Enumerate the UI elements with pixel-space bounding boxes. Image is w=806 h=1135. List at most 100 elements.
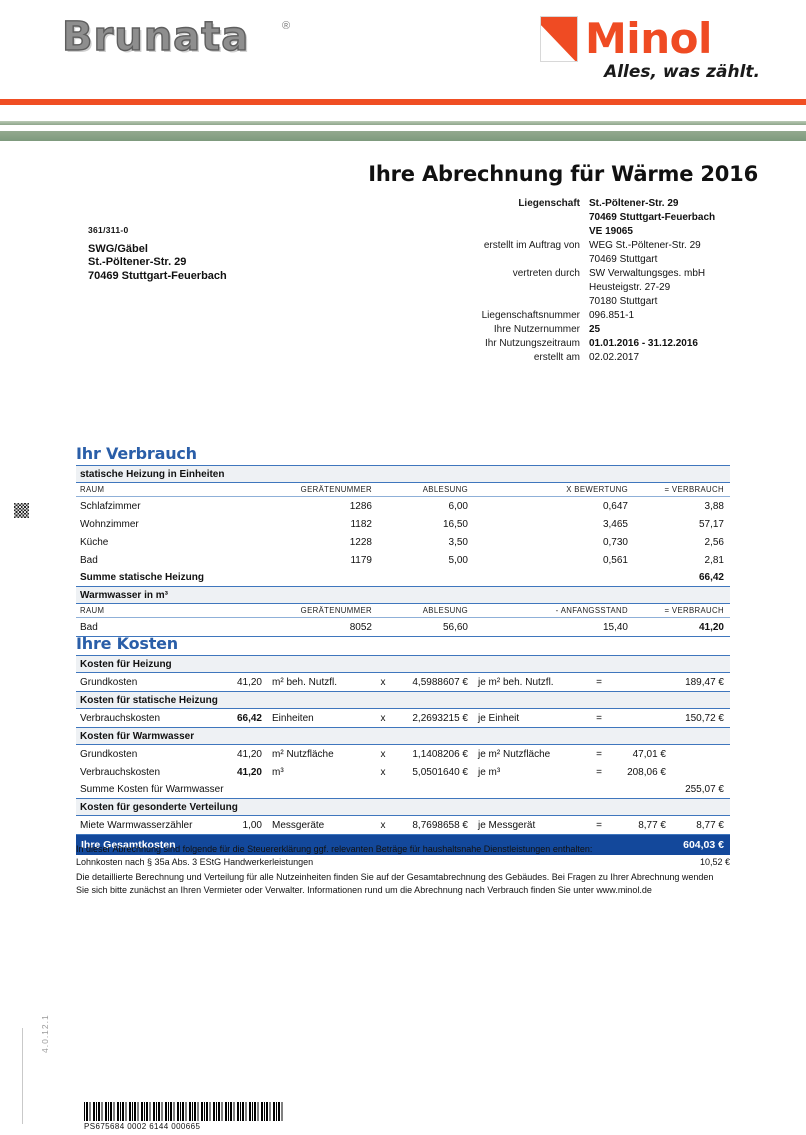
cell-operator: x [380, 748, 386, 760]
recipient-street: St.-Pöltener-Str. 29 [88, 256, 187, 268]
column-header: ABLESUNG [378, 482, 474, 497]
recipient-reference: 361/311-0 [88, 225, 129, 235]
cell-rate-unit: je m² beh. Nutzfl. [474, 672, 584, 692]
meta-row: VE 19065 [430, 225, 770, 239]
table-group-header: statische Heizung in Einheiten [76, 465, 730, 483]
cell-operator: x [368, 672, 394, 692]
footnote-tax-value: 10,52 € [699, 856, 730, 867]
document-version-mark: 4.0.12.1 [40, 1014, 50, 1053]
cell-geraetenummer: 1182 [350, 518, 372, 530]
meta-value: St.-Pöltener-Str. 29 [589, 198, 679, 209]
meta-value: 02.02.2017 [589, 352, 640, 363]
cell-unit: Messgeräte [268, 815, 368, 835]
cell-operator: x [368, 815, 394, 835]
sum-value: 66,42 [634, 569, 730, 587]
meta-value: 096.851-1 [589, 310, 635, 321]
column-header: = VERBRAUCH [634, 603, 730, 618]
column-header: - ANFANGSSTAND [474, 603, 634, 618]
group-label: Warmwasser in m³ [76, 586, 730, 604]
table-row: Miete Warmwasserzähler 1,00 Messgeräte x 8,7… [76, 815, 730, 835]
cell-rate: 8,7698658 € [394, 815, 474, 835]
group-label: Kosten für Warmwasser [76, 727, 730, 745]
table-row: Schlafzimmer 1286 6,00 0,647 3,88 [76, 497, 730, 516]
footnotes-block: In dieser Abrechnung sind folgende für d… [76, 843, 730, 896]
recipient-city: 70469 Stuttgart-Feuerbach [88, 269, 227, 282]
minol-claim: Alles, was zählt. [604, 62, 760, 82]
cell-rate-unit: je Messgerät [474, 815, 584, 835]
cell-rate-unit: je m² Nutzfläche [478, 748, 551, 760]
cell-unit: m² Nutzfläche [272, 748, 334, 760]
column-header: GERÄTENUMMER [264, 482, 378, 497]
sum-label: Summe statische Heizung [76, 569, 634, 587]
cell-raum: Wohnzimmer [80, 518, 139, 530]
cell-verbrauch: 41,20 [634, 617, 730, 637]
table-row: Bad 1179 5,00 0,561 2,81 [76, 551, 730, 569]
cell-middle: 0,647 [602, 500, 628, 512]
meta-row: erstellt am 02.02.2017 [430, 351, 770, 365]
cell-verbrauch: 2,81 [704, 554, 724, 566]
brunata-logo: Brunata [61, 13, 250, 60]
cell-ablesung: 6,00 [448, 500, 468, 512]
recipient-address-block: 361/311-0 SWG/Gäbel St.-Pöltener-Str. 29… [88, 224, 227, 283]
cell-quantity: 41,20 [236, 766, 262, 778]
table-sum-row: Summe Kosten für Warmwasser 255,07 € [76, 781, 730, 799]
cell-unit: m² beh. Nutzfl. [268, 672, 368, 692]
table-row: Verbrauchskosten 41,20 m³ x 5,0501640 € je m³… [76, 763, 730, 781]
meta-row: Ihr Nutzungszeitraum 01.01.2016 - 31.12.2… [430, 337, 770, 351]
cell-label: Grundkosten [80, 748, 138, 760]
minol-wordmark: Minol [585, 14, 712, 63]
cell-geraetenummer: 1286 [349, 500, 372, 512]
cell-label: Verbrauchskosten [76, 708, 216, 728]
cell-middle: 15,40 [474, 617, 634, 637]
total-row: Ihre Gesamtkosten 604,03 € [76, 834, 730, 855]
meta-value: 70469 Stuttgart [589, 254, 658, 265]
cell-quantity: 41,20 [236, 748, 262, 760]
table-group-header: Kosten für statische Heizung [76, 691, 730, 709]
column-header: = VERBRAUCH [634, 482, 730, 497]
cell-middle: 0,730 [602, 536, 628, 548]
table-column-header: RAUM GERÄTENUMMER ABLESUNG X BEWERTUNG = VER… [76, 482, 730, 497]
cell-geraetenummer: 8052 [264, 617, 378, 637]
table-sum-row: Summe statische Heizung 66,42 [76, 569, 730, 587]
total-value: 604,03 € [672, 834, 730, 855]
section-title-costs: Ihre Kosten [76, 634, 178, 653]
cell-rate: 2,2693215 € [394, 708, 474, 728]
cell-operator: x [368, 708, 394, 728]
cell-raum: Küche [80, 536, 109, 548]
column-header: ABLESUNG [378, 603, 474, 618]
cell-raum: Schlafzimmer [80, 500, 141, 512]
table-row: Küche 1228 3,50 0,730 2,56 [76, 533, 730, 551]
cell-raum: Bad [80, 554, 98, 566]
table-row: Verbrauchskosten 66,42 Einheiten x 2,2693215… [76, 708, 730, 728]
table-row: Wohnzimmer 1182 16,50 3,465 57,17 [76, 515, 730, 533]
meta-label: Liegenschaftsnummer [481, 310, 580, 321]
meta-row: erstellt im Auftrag von WEG St.-Pöltener-… [430, 239, 770, 253]
page-title: Ihre Abrechnung für Wärme 2016 [368, 162, 758, 186]
cell-quantity: 1,00 [216, 815, 268, 835]
green-divider-band-thick [0, 131, 806, 141]
cell-ablesung: 5,00 [448, 554, 468, 566]
cell-label: Miete Warmwasserzähler [76, 815, 216, 835]
group-label: Kosten für gesonderte Verteilung [76, 798, 730, 816]
table-group-header: Kosten für Warmwasser [76, 727, 730, 745]
cell-subtotal: 8,77 € [610, 815, 672, 835]
group-label: Kosten für Heizung [76, 655, 730, 673]
meta-label: Liegenschaft [518, 198, 580, 209]
cell-rate-unit: je Einheit [474, 708, 584, 728]
meta-value: Heusteigstr. 27-29 [589, 282, 671, 293]
green-divider-band-thin [0, 121, 806, 125]
meta-row: Liegenschaft St.-Pöltener-Str. 29 [430, 197, 770, 211]
cell-subtotal: 208,06 € [627, 766, 666, 778]
column-header: RAUM [76, 482, 264, 497]
cell-rate: 4,5988607 € [394, 672, 474, 692]
table-group-header: Warmwasser in m³ [76, 586, 730, 604]
meta-value: WEG St.-Pöltener-Str. 29 [589, 240, 701, 251]
meta-row: Ihre Nutzernummer 25 [430, 323, 770, 337]
table-column-header: RAUM GERÄTENUMMER ABLESUNG - ANFANGSSTAND = … [76, 603, 730, 618]
table-group-header: Kosten für Heizung [76, 655, 730, 673]
section-title-consumption: Ihr Verbrauch [76, 444, 197, 463]
cell-geraetenummer: 1179 [350, 554, 372, 566]
cell-rate: 1,1408206 € [412, 748, 468, 760]
recipient-name: SWG/Gäbel [88, 242, 148, 255]
meta-label: Ihre Nutzernummer [493, 324, 580, 335]
